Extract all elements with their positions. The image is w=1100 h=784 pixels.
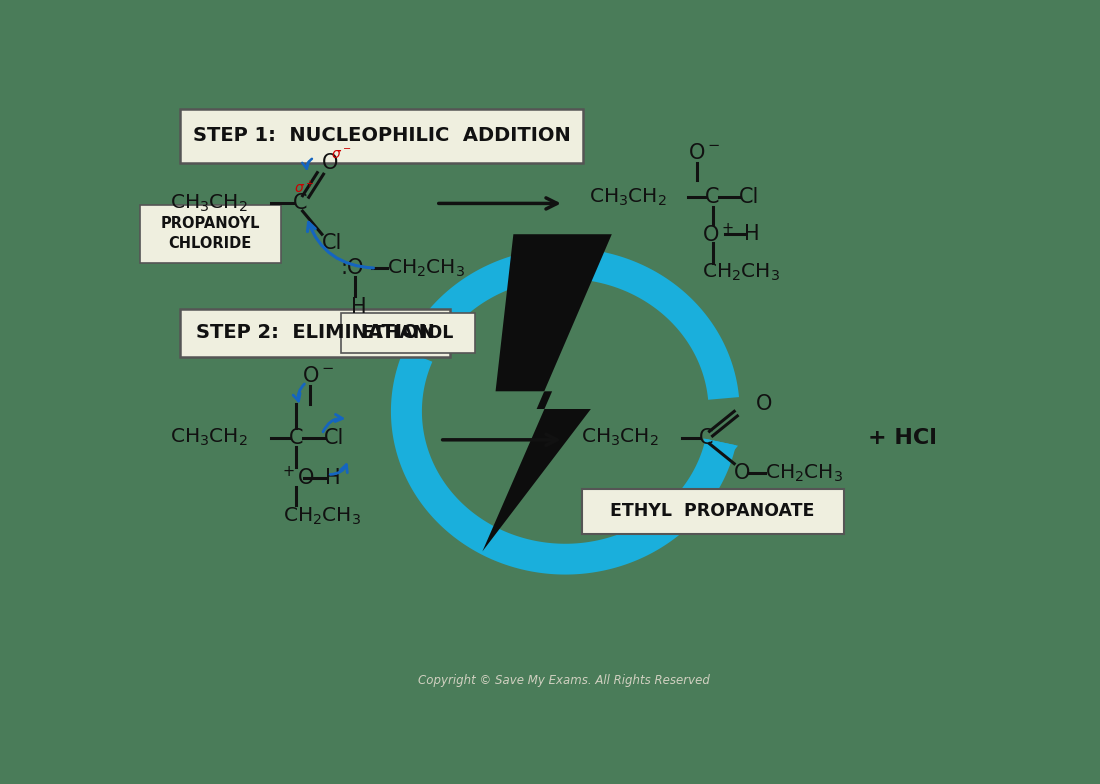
- Text: $\sigma^-$: $\sigma^-$: [331, 148, 352, 162]
- Text: CH$_3$CH$_2$: CH$_3$CH$_2$: [581, 426, 659, 448]
- FancyArrowPatch shape: [308, 223, 373, 268]
- Text: + HCl: + HCl: [868, 427, 936, 448]
- Polygon shape: [416, 303, 449, 343]
- FancyBboxPatch shape: [180, 309, 450, 357]
- FancyBboxPatch shape: [140, 205, 280, 263]
- Text: ETHANOL: ETHANOL: [362, 324, 454, 342]
- Text: H: H: [326, 467, 341, 488]
- Polygon shape: [417, 248, 739, 400]
- Text: $^+$O: $^+$O: [279, 466, 316, 489]
- Text: CH$_2$CH$_3$: CH$_2$CH$_3$: [387, 257, 465, 279]
- Polygon shape: [390, 350, 736, 575]
- Text: O: O: [735, 463, 750, 483]
- Text: CH$_2$CH$_3$: CH$_2$CH$_3$: [702, 262, 780, 283]
- Text: Cl: Cl: [323, 427, 344, 448]
- FancyArrowPatch shape: [293, 384, 305, 401]
- Text: STEP 2:  ELIMINATION: STEP 2: ELIMINATION: [196, 323, 434, 343]
- Text: :O: :O: [341, 258, 364, 278]
- Text: C: C: [293, 194, 307, 213]
- Text: O: O: [322, 153, 339, 172]
- Text: C: C: [700, 427, 714, 448]
- Text: $\sigma^+$: $\sigma^+$: [294, 180, 315, 197]
- Text: H: H: [351, 296, 366, 317]
- Text: CH$_3$CH$_2$: CH$_3$CH$_2$: [170, 426, 248, 448]
- Text: Cl: Cl: [322, 234, 342, 253]
- Text: C: C: [288, 427, 304, 448]
- FancyArrowPatch shape: [330, 465, 348, 474]
- Text: STEP 1:  NUCLEOPHILIC  ADDITION: STEP 1: NUCLEOPHILIC ADDITION: [192, 126, 571, 145]
- FancyArrowPatch shape: [323, 415, 342, 432]
- Text: Cl: Cl: [739, 187, 759, 207]
- Text: O$^-$: O$^-$: [301, 366, 334, 386]
- Text: H: H: [744, 224, 759, 245]
- Text: Copyright © Save My Exams. All Rights Reserved: Copyright © Save My Exams. All Rights Re…: [418, 674, 710, 688]
- FancyBboxPatch shape: [341, 313, 474, 353]
- Text: CH$_3$CH$_2$: CH$_3$CH$_2$: [170, 193, 248, 214]
- Polygon shape: [483, 234, 612, 551]
- Text: CH$_2$CH$_3$: CH$_2$CH$_3$: [283, 506, 361, 527]
- Text: ETHYL  PROPANOATE: ETHYL PROPANOATE: [610, 503, 815, 521]
- Text: O: O: [756, 394, 772, 414]
- Polygon shape: [703, 438, 738, 477]
- FancyBboxPatch shape: [180, 109, 583, 162]
- Text: O$^+$: O$^+$: [702, 223, 734, 246]
- Text: PROPANOYL
CHLORIDE: PROPANOYL CHLORIDE: [161, 216, 260, 251]
- Text: CH$_3$CH$_2$: CH$_3$CH$_2$: [588, 187, 667, 208]
- Text: CH$_2$CH$_3$: CH$_2$CH$_3$: [766, 463, 844, 484]
- FancyBboxPatch shape: [582, 489, 844, 534]
- Text: O$^-$: O$^-$: [688, 143, 720, 162]
- FancyArrowPatch shape: [302, 159, 312, 169]
- Text: C: C: [705, 187, 719, 207]
